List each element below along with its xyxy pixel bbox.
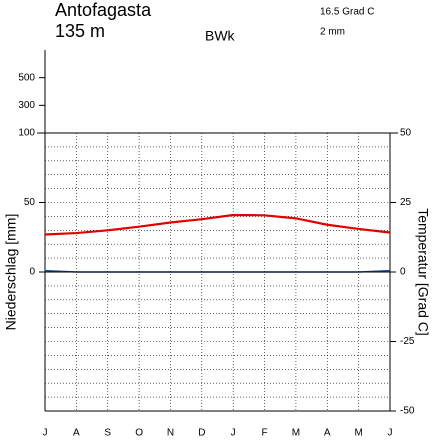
x-tick-label: O <box>135 428 143 439</box>
x-tick-label: A <box>324 428 331 439</box>
y-tick-label: 300 <box>18 100 35 111</box>
y2-tick-label: 0 <box>400 267 406 278</box>
y-tick-label: 100 <box>18 128 35 139</box>
chart-title: Antofagasta <box>55 0 152 20</box>
x-tick-label: M <box>292 428 300 439</box>
annual-precipitation: 2 mm <box>320 27 345 38</box>
y2-axis-label: Temperatur [Grad C] <box>415 208 431 336</box>
y-tick-label: 500 <box>18 72 35 83</box>
x-tick-label: J <box>43 428 48 439</box>
y2-tick-label: -50 <box>400 406 415 417</box>
y2-tick-label: 50 <box>400 128 412 139</box>
chart-subtitle: 135 m <box>55 21 105 41</box>
series-line <box>44 213 391 236</box>
y2-tick-label: -25 <box>400 336 415 347</box>
x-tick-label: J <box>231 428 236 439</box>
y-tick-label: 0 <box>29 267 35 278</box>
y2-tick-label: 25 <box>400 197 412 208</box>
x-tick-label: J <box>388 428 393 439</box>
y-axis-label: Niederschlag [mm] <box>3 214 19 331</box>
mean-temperature: 16.5 Grad C <box>320 7 374 18</box>
x-tick-label: N <box>167 428 174 439</box>
x-tick-label: A <box>73 428 80 439</box>
x-tick-label: F <box>261 428 267 439</box>
climate-class: BWk <box>205 28 236 44</box>
x-tick-label: D <box>198 428 205 439</box>
x-tick-label: M <box>354 428 362 439</box>
y-tick-label: 50 <box>24 197 36 208</box>
x-tick-label: S <box>104 428 111 439</box>
